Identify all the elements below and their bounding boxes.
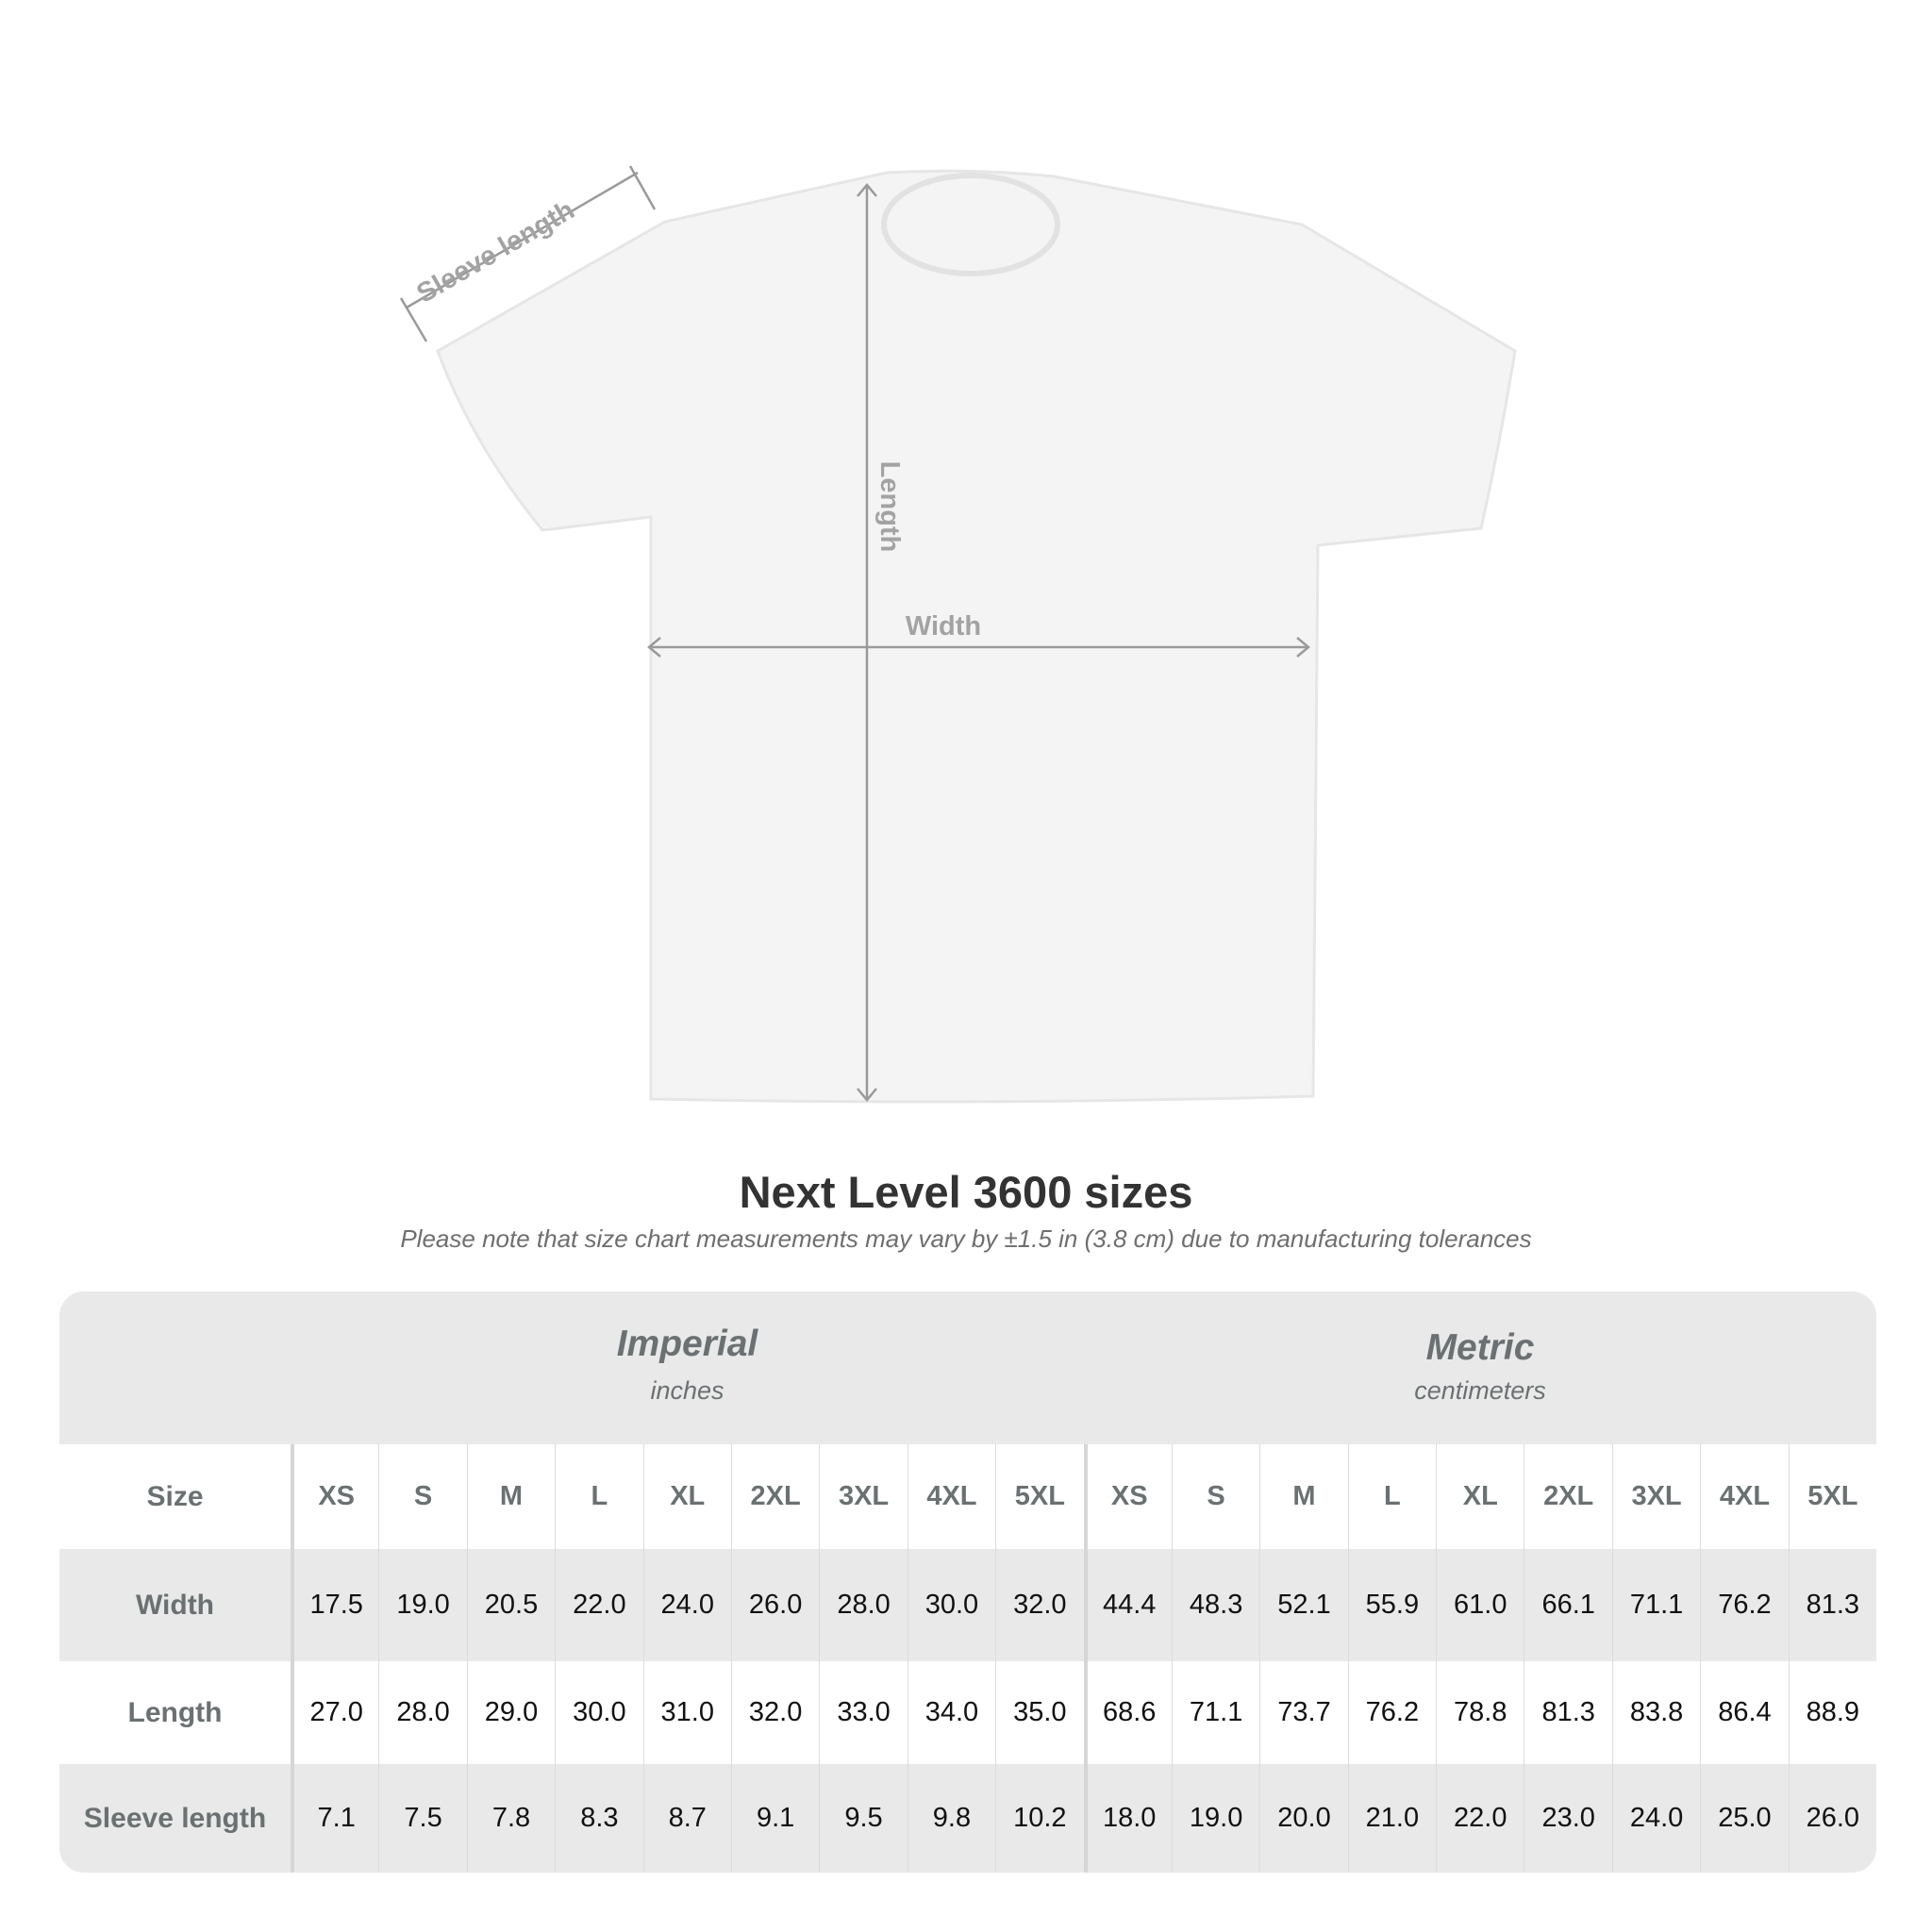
imperial-value-cell: 7.5	[378, 1764, 466, 1873]
tolerance-note: Please note that size chart measurements…	[400, 1224, 1532, 1253]
imperial-value-cell: 27.0	[291, 1661, 378, 1764]
metric-size-header: XS	[1083, 1444, 1172, 1549]
imperial-size-header: XL	[642, 1444, 731, 1549]
metric-value-cell: 71.1	[1611, 1549, 1700, 1661]
page-title: Next Level 3600 sizes	[739, 1167, 1193, 1217]
imperial-size-header: S	[378, 1444, 466, 1549]
imperial-value-cell: 10.2	[995, 1764, 1083, 1873]
metric-size-header: 2XL	[1524, 1444, 1611, 1549]
metric-value-cell: 22.0	[1436, 1764, 1524, 1873]
metric-size-header: S	[1171, 1444, 1259, 1549]
imperial-size-header: L	[555, 1444, 642, 1549]
tshirt-measurement-diagram: Sleeve length Length Width	[399, 165, 1517, 1104]
imperial-value-cell: 28.0	[378, 1661, 466, 1764]
imperial-value-cell: 9.5	[819, 1764, 907, 1873]
imperial-value-cell: 22.0	[555, 1549, 642, 1661]
metric-size-header: L	[1347, 1444, 1436, 1549]
metric-value-cell: 26.0	[1788, 1764, 1876, 1873]
table-row: Width 17.5 19.0 20.5 22.0 24.0 26.0 28.0 30.0 32.…	[59, 1549, 1876, 1661]
imperial-value-cell: 17.5	[291, 1549, 378, 1661]
row-label: Width	[135, 1589, 215, 1621]
imperial-value-cell: 19.0	[378, 1549, 466, 1661]
metric-value-cell: 83.8	[1611, 1661, 1700, 1764]
metric-size-header: 3XL	[1611, 1444, 1700, 1549]
metric-size-header: XL	[1436, 1444, 1524, 1549]
imperial-value-cell: 30.0	[907, 1549, 995, 1661]
metric-value-cell: 25.0	[1700, 1764, 1788, 1873]
metric-value-cell: 81.3	[1524, 1661, 1611, 1764]
imperial-unit: inches	[650, 1376, 724, 1405]
imperial-size-header: 5XL	[995, 1444, 1083, 1549]
size-chart-table: Imperial inches Metric centimeters Size X…	[59, 1291, 1876, 1873]
metric-unit: centimeters	[1414, 1376, 1546, 1405]
imperial-value-cell: 8.3	[555, 1764, 642, 1873]
size-header-row: Size XS S M L XL 2XL 3XL 4XL 5XL XS S M L XL 2XL 3XL 4XL 5…	[59, 1444, 1876, 1549]
metric-value-cell: 81.3	[1788, 1549, 1876, 1661]
imperial-size-header: XS	[291, 1444, 378, 1549]
metric-value-cell: 48.3	[1171, 1549, 1259, 1661]
metric-value-cell: 76.2	[1347, 1661, 1436, 1764]
size-column-header: Size	[146, 1480, 204, 1512]
metric-size-header: M	[1259, 1444, 1347, 1549]
metric-header: Metric centimeters	[1084, 1291, 1876, 1444]
metric-value-cell: 66.1	[1524, 1549, 1611, 1661]
imperial-size-header: M	[466, 1444, 555, 1549]
table-row: Sleeve length 7.1 7.5 7.8 8.3 8.7 9.1 9.5 9.8 10.…	[59, 1764, 1876, 1873]
imperial-value-cell: 24.0	[642, 1549, 731, 1661]
tshirt-illustration	[436, 169, 1517, 1104]
imperial-value-cell: 9.1	[730, 1764, 819, 1873]
imperial-header: Imperial inches	[291, 1291, 1084, 1444]
imperial-value-cell: 35.0	[995, 1661, 1083, 1764]
metric-size-header: 4XL	[1700, 1444, 1788, 1549]
metric-value-cell: 21.0	[1347, 1764, 1436, 1873]
imperial-value-cell: 7.1	[291, 1764, 378, 1873]
metric-value-cell: 23.0	[1524, 1764, 1611, 1873]
imperial-value-cell: 8.7	[642, 1764, 731, 1873]
metric-value-cell: 18.0	[1083, 1764, 1172, 1873]
metric-value-cell: 44.4	[1083, 1549, 1172, 1661]
imperial-value-cell: 28.0	[819, 1549, 907, 1661]
metric-size-header: 5XL	[1788, 1444, 1876, 1549]
imperial-value-cell: 9.8	[907, 1764, 995, 1873]
width-label: Width	[906, 611, 981, 641]
imperial-value-cell: 31.0	[642, 1661, 731, 1764]
metric-value-cell: 78.8	[1436, 1661, 1524, 1764]
imperial-value-cell: 32.0	[995, 1549, 1083, 1661]
metric-value-cell: 24.0	[1611, 1764, 1700, 1873]
length-label: Length	[874, 461, 905, 553]
metric-value-cell: 55.9	[1347, 1549, 1436, 1661]
imperial-size-header: 2XL	[730, 1444, 819, 1549]
row-label: Length	[127, 1696, 223, 1728]
imperial-value-cell: 32.0	[730, 1661, 819, 1764]
tshirt-collar	[881, 173, 1060, 276]
imperial-size-header: 4XL	[907, 1444, 995, 1549]
metric-value-cell: 20.0	[1259, 1764, 1347, 1873]
table-row: Length 27.0 28.0 29.0 30.0 31.0 32.0 33.0 34.0 35…	[59, 1661, 1876, 1764]
imperial-value-cell: 30.0	[555, 1661, 642, 1764]
sleeve-length-line	[406, 171, 639, 309]
metric-value-cell: 73.7	[1259, 1661, 1347, 1764]
imperial-value-cell: 29.0	[466, 1661, 555, 1764]
metric-value-cell: 61.0	[1436, 1549, 1524, 1661]
metric-value-cell: 19.0	[1171, 1764, 1259, 1873]
imperial-value-cell: 7.8	[466, 1764, 555, 1873]
imperial-title: Imperial	[616, 1324, 758, 1364]
imperial-size-header: 3XL	[819, 1444, 907, 1549]
metric-value-cell: 68.6	[1083, 1661, 1172, 1764]
imperial-value-cell: 26.0	[730, 1549, 819, 1661]
imperial-value-cell: 34.0	[907, 1661, 995, 1764]
metric-title: Metric	[1425, 1327, 1535, 1368]
metric-value-cell: 76.2	[1700, 1549, 1788, 1661]
metric-value-cell: 52.1	[1259, 1549, 1347, 1661]
imperial-value-cell: 33.0	[819, 1661, 907, 1764]
metric-value-cell: 86.4	[1700, 1661, 1788, 1764]
metric-value-cell: 71.1	[1171, 1661, 1259, 1764]
imperial-value-cell: 20.5	[466, 1549, 555, 1661]
row-label: Sleeve length	[83, 1802, 267, 1834]
metric-value-cell: 88.9	[1788, 1661, 1876, 1764]
